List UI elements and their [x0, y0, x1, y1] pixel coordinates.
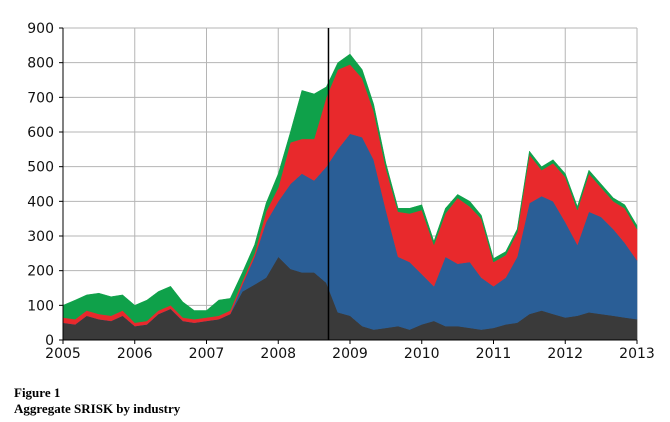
axes: 0 100 200 300 400 500 600 700 800 900 2005 2006 2007…	[27, 21, 655, 362]
x-tick-label: 2006	[117, 346, 153, 362]
x-tick-label: 2009	[332, 346, 368, 362]
y-tick-label: 800	[27, 56, 54, 72]
x-tick-label: 2007	[189, 346, 225, 362]
x-tick-label: 2011	[476, 346, 512, 362]
srisk-area-chart: 0 100 200 300 400 500 600 700 800 900 2005 2006 2007…	[27, 21, 655, 362]
y-tick-label: 500	[27, 160, 54, 176]
y-tick-label: 300	[27, 229, 54, 245]
y-tick-label: 0	[45, 333, 54, 349]
y-tick-label: 900	[27, 21, 54, 37]
x-tick-label: 2005	[45, 346, 81, 362]
figure-caption: Aggregate SRISK by industry	[14, 401, 181, 416]
y-tick-label: 200	[27, 264, 54, 280]
x-tick-label: 2013	[619, 346, 655, 362]
x-tick-label: 2012	[547, 346, 583, 362]
x-tick-label: 2008	[260, 346, 296, 362]
area-series-4	[62, 53, 638, 323]
stacked-areas	[62, 53, 638, 341]
figure-number: Figure 1	[14, 385, 61, 400]
y-tick-label: 400	[27, 194, 54, 210]
y-tick-label: 100	[27, 298, 54, 314]
y-tick-label: 700	[27, 90, 54, 106]
y-tick-label: 600	[27, 125, 54, 141]
x-tick-label: 2010	[404, 346, 440, 362]
